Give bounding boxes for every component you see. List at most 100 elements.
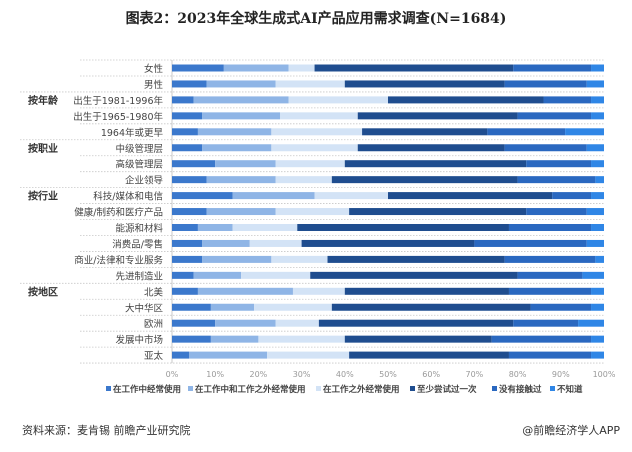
bar-segment-4 [314, 64, 514, 72]
category-label: 健康/制药和医疗产品 [74, 207, 163, 219]
legend-swatch [550, 386, 555, 391]
bar-segment-4 [344, 160, 527, 168]
category-label: 能源和材料 [115, 223, 163, 235]
bar-segment-1 [172, 351, 190, 359]
x-tick-label: 20% [250, 370, 268, 379]
bar-segment-5 [508, 351, 592, 359]
legend-label: 没有接触过 [499, 384, 542, 395]
category-label: 商业/法律和专业服务 [74, 254, 163, 266]
bar-segment-5 [504, 255, 596, 263]
bar-segment-1 [172, 319, 216, 327]
bar-segment-5 [504, 80, 587, 88]
category-label: 男性 [144, 79, 164, 91]
bar-segment-4 [327, 255, 505, 263]
category-label: 女性 [144, 63, 164, 75]
bar-segment-5 [517, 112, 592, 120]
bar-segment-3 [292, 287, 345, 295]
category-label: 消费品/零售 [112, 238, 163, 250]
bar-segment-4 [331, 303, 531, 311]
bar-segment-6 [591, 96, 604, 104]
group-label: 按年龄 [28, 94, 59, 107]
bar-segment-5 [517, 176, 596, 184]
group-label: 按地区 [28, 285, 58, 298]
bar-segment-2 [206, 80, 276, 88]
bar-segment-3 [275, 176, 332, 184]
bar-segment-4 [301, 239, 475, 247]
bar-segment-4 [349, 351, 509, 359]
bar-segment-5 [526, 160, 592, 168]
bar-segment-4 [344, 335, 492, 343]
legend-swatch [410, 386, 415, 391]
bar-segment-1 [172, 144, 203, 152]
legend-label: 在工作之外经常使用 [323, 384, 400, 395]
bar-segment-5 [530, 303, 592, 311]
bar-segment-2 [223, 64, 289, 72]
bar-segment-5 [508, 224, 592, 231]
bar-segment-6 [591, 224, 604, 231]
bar-segment-2 [193, 271, 242, 279]
legend-swatch [106, 386, 111, 391]
bar-segment-5 [504, 144, 587, 152]
bar-segment-5 [474, 239, 587, 247]
bar-segment-4 [349, 208, 527, 216]
bar-segment-3 [288, 64, 315, 72]
x-tick-label: 90% [552, 370, 570, 379]
bar-segment-6 [586, 80, 604, 88]
bar-segment-5 [543, 96, 592, 104]
bar-segment-3 [275, 319, 319, 327]
legend-label: 至少尝试过一次 [417, 384, 477, 395]
category-label: 中级管理层 [115, 143, 163, 155]
bar-segment-4 [344, 80, 505, 88]
bar-segment-2 [197, 287, 293, 295]
bar-segment-5 [552, 192, 592, 200]
source-note: 资料来源：麦肯锡 前瞻产业研究院 [22, 424, 191, 437]
category-label: 出生于1965-1980年 [73, 111, 163, 123]
x-tick-label: 40% [336, 370, 354, 379]
x-tick-label: 50% [379, 370, 397, 379]
group-label: 按职业 [28, 142, 58, 155]
bar-segment-1 [172, 224, 198, 231]
bar-segment-6 [591, 64, 604, 72]
bar-segment-2 [202, 144, 272, 152]
bar-segment-6 [591, 335, 604, 343]
bar-segment-2 [215, 319, 276, 327]
bar-segment-1 [172, 64, 224, 72]
bar-segment-1 [172, 255, 203, 263]
bar-segment-4 [344, 287, 509, 295]
bar-segment-2 [202, 255, 272, 263]
bar-segment-6 [586, 144, 604, 152]
bar-segment-2 [206, 176, 276, 184]
bar-segment-3 [271, 255, 328, 263]
bar-segment-1 [172, 96, 194, 104]
category-label: 亚太 [144, 350, 164, 362]
x-tick-label: 30% [293, 370, 311, 379]
bar-segment-6 [591, 192, 604, 200]
legend-label: 在工作中和工作之外经常使用 [195, 384, 306, 395]
bar-segment-2 [210, 303, 255, 311]
bar-segment-1 [172, 176, 207, 184]
bar-segment-3 [258, 335, 345, 343]
bar-segment-6 [591, 351, 604, 359]
bar-segment-5 [491, 335, 592, 343]
category-label: 发展中市场 [115, 334, 163, 346]
bar-segment-2 [215, 160, 276, 168]
bar-segment-3 [275, 208, 350, 216]
category-label: 先进制造业 [115, 270, 163, 282]
bar-segment-5 [513, 64, 592, 72]
bar-segment-6 [591, 287, 604, 295]
bar-segment-2 [232, 192, 315, 200]
bar-segment-1 [172, 112, 203, 120]
bar-segment-1 [172, 128, 198, 136]
bar-segment-5 [517, 271, 583, 279]
legend-label: 在工作中经常使用 [113, 384, 181, 395]
bar-segment-1 [172, 335, 211, 343]
bar-segment-2 [202, 239, 250, 247]
bar-segment-4 [357, 112, 518, 120]
category-label: 大中华区 [125, 302, 164, 314]
category-label: 出生于1981-1996年 [73, 95, 163, 107]
bar-segment-3 [241, 271, 311, 279]
x-tick-label: 100% [593, 370, 616, 379]
bar-segment-4 [310, 271, 518, 279]
bar-segment-6 [578, 319, 604, 327]
